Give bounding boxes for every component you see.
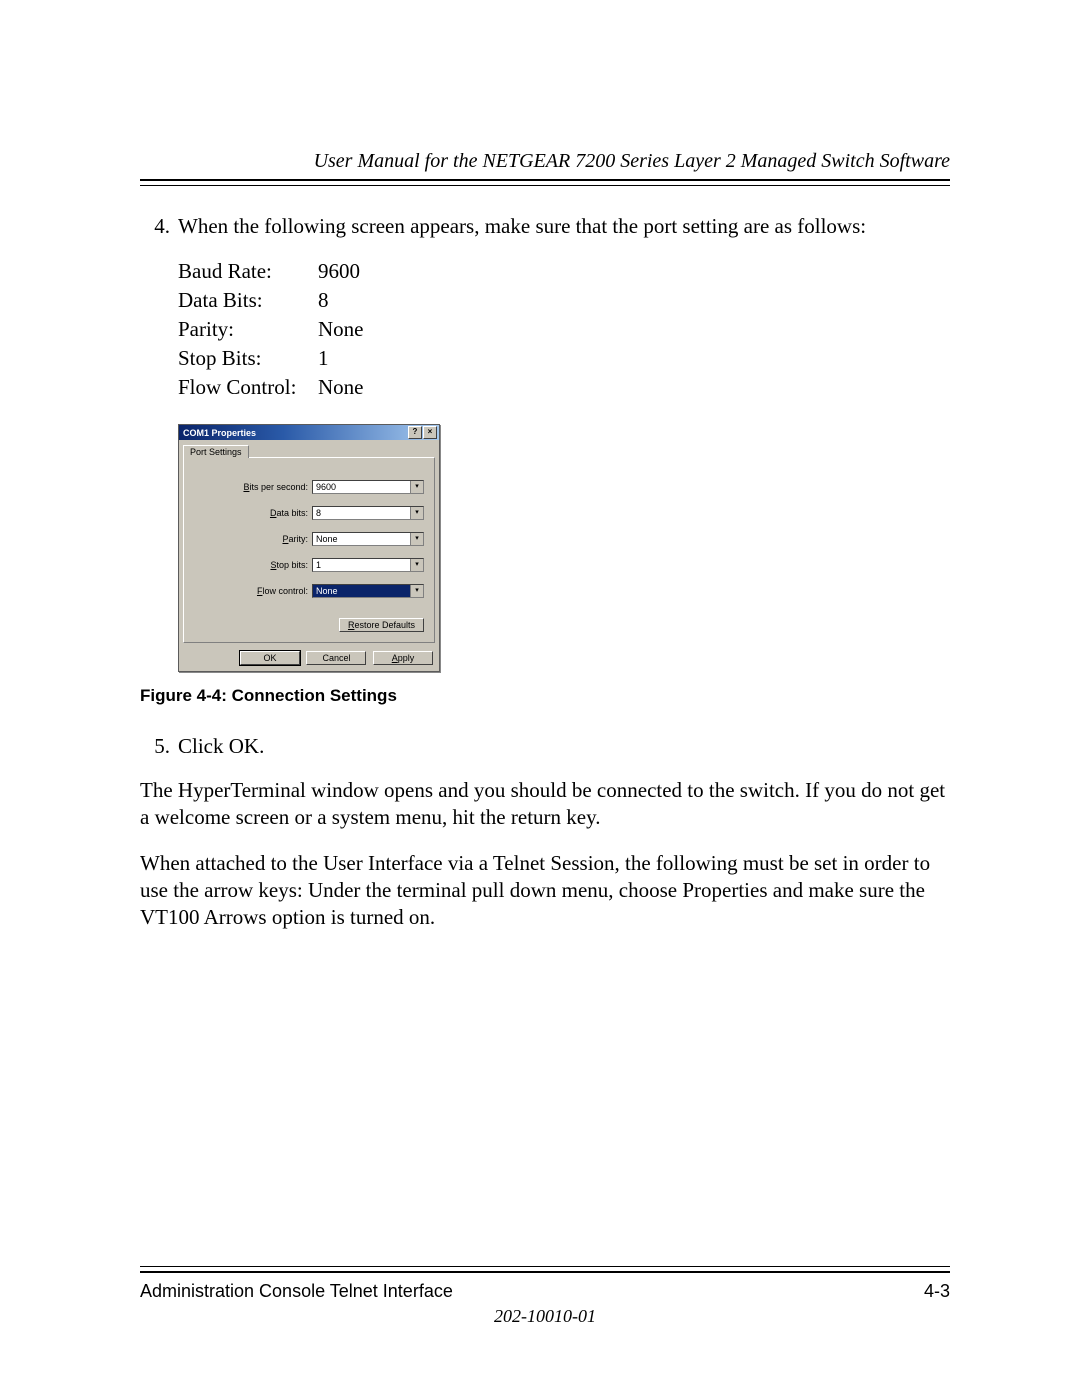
label-bits-per-second: Bits per second: [243, 482, 308, 492]
setting-label: Flow Control: [178, 373, 318, 402]
step-4-number: 4. [140, 214, 170, 239]
cancel-button[interactable]: Cancel [306, 651, 366, 665]
dialog-figure: COM1 Properties ? × Port Settings Bits p… [178, 424, 950, 672]
field-parity: Parity: None ▾ [194, 532, 424, 546]
footer-title: Administration Console Telnet Interface [140, 1281, 453, 1302]
setting-label: Parity: [178, 315, 318, 344]
combo-bits-per-second[interactable]: 9600 ▾ [312, 480, 424, 494]
step-5-number: 5. [140, 734, 170, 759]
setting-value: 9600 [318, 257, 364, 286]
chevron-down-icon[interactable]: ▾ [410, 559, 423, 571]
step-4: 4. When the following screen appears, ma… [140, 214, 950, 239]
apply-button[interactable]: Apply [373, 651, 433, 665]
field-flow-control: Flow control: None ▾ [194, 584, 424, 598]
port-settings-table: Baud Rate:9600 Data Bits:8 Parity:None S… [178, 257, 364, 402]
footer-doc-number: 202-10010-01 [140, 1306, 950, 1327]
page-footer: Administration Console Telnet Interface … [140, 1266, 950, 1327]
combo-value: 9600 [313, 481, 410, 493]
label-flow-control: Flow control: [257, 586, 308, 596]
close-icon[interactable]: × [423, 426, 437, 439]
combo-data-bits[interactable]: 8 ▾ [312, 506, 424, 520]
label-data-bits: Data bits: [270, 508, 308, 518]
label-parity: Parity: [282, 534, 308, 544]
table-row: Stop Bits:1 [178, 344, 364, 373]
chevron-down-icon[interactable]: ▾ [410, 481, 423, 493]
table-row: Baud Rate:9600 [178, 257, 364, 286]
figure-caption: Figure 4-4: Connection Settings [140, 686, 950, 706]
page-header-title: User Manual for the NETGEAR 7200 Series … [140, 150, 950, 179]
help-icon[interactable]: ? [408, 426, 422, 439]
com1-properties-dialog: COM1 Properties ? × Port Settings Bits p… [178, 424, 440, 672]
dialog-title: COM1 Properties [183, 428, 256, 438]
dialog-titlebar[interactable]: COM1 Properties ? × [179, 425, 439, 440]
combo-value: None [313, 585, 410, 597]
combo-parity[interactable]: None ▾ [312, 532, 424, 546]
step-4-text: When the following screen appears, make … [178, 214, 866, 239]
field-data-bits: Data bits: 8 ▾ [194, 506, 424, 520]
chevron-down-icon[interactable]: ▾ [410, 533, 423, 545]
header-rule [140, 179, 950, 186]
restore-defaults-button[interactable]: Restore Defaults [339, 618, 424, 632]
combo-value: 8 [313, 507, 410, 519]
ok-button[interactable]: OK [240, 651, 300, 665]
paragraph-telnet-note: When attached to the User Interface via … [140, 850, 950, 932]
setting-value: 1 [318, 344, 364, 373]
paragraph-hyperterminal: The HyperTerminal window opens and you s… [140, 777, 950, 832]
table-row: Parity:None [178, 315, 364, 344]
footer-rule [140, 1266, 950, 1273]
table-row: Flow Control:None [178, 373, 364, 402]
setting-value: None [318, 315, 364, 344]
field-stop-bits: Stop bits: 1 ▾ [194, 558, 424, 572]
port-settings-panel: Bits per second: 9600 ▾ Data bits: 8 ▾ [183, 457, 435, 643]
footer-page-number: 4-3 [924, 1281, 950, 1302]
setting-value: None [318, 373, 364, 402]
setting-label: Stop Bits: [178, 344, 318, 373]
setting-value: 8 [318, 286, 364, 315]
setting-label: Data Bits: [178, 286, 318, 315]
table-row: Data Bits:8 [178, 286, 364, 315]
label-stop-bits: Stop bits: [270, 560, 308, 570]
setting-label: Baud Rate: [178, 257, 318, 286]
combo-value: 1 [313, 559, 410, 571]
chevron-down-icon[interactable]: ▾ [410, 585, 423, 597]
combo-stop-bits[interactable]: 1 ▾ [312, 558, 424, 572]
combo-value: None [313, 533, 410, 545]
step-5-text: Click OK. [178, 734, 264, 759]
chevron-down-icon[interactable]: ▾ [410, 507, 423, 519]
combo-flow-control[interactable]: None ▾ [312, 584, 424, 598]
tab-port-settings[interactable]: Port Settings [183, 445, 249, 458]
field-bits-per-second: Bits per second: 9600 ▾ [194, 480, 424, 494]
step-5: 5. Click OK. [140, 734, 950, 759]
